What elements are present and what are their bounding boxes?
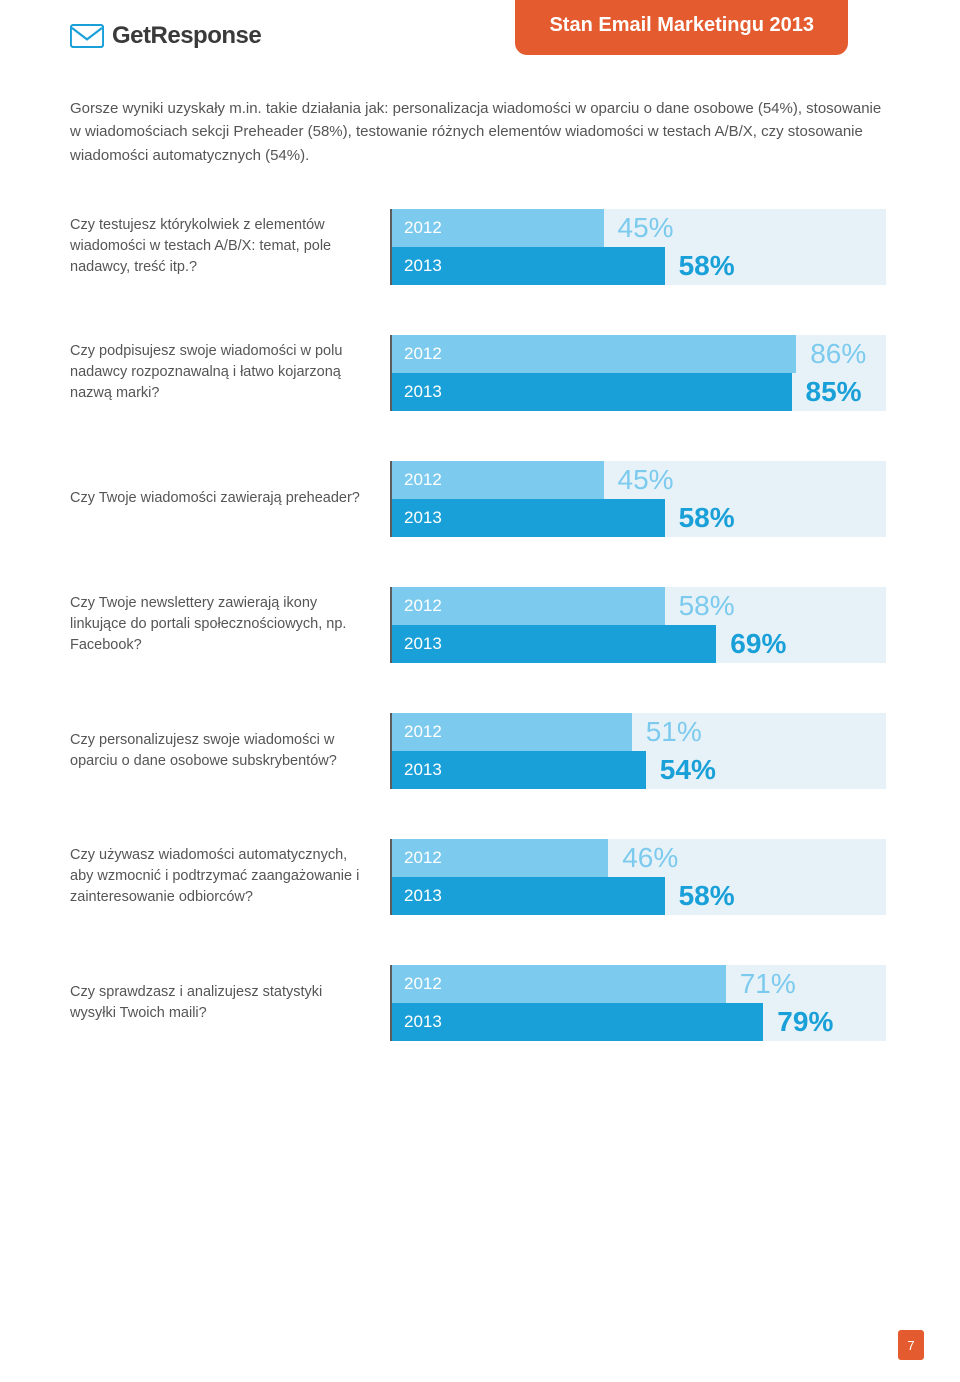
bar-2012-wrap: 2012 58% [392, 587, 890, 625]
bar-2012-wrap: 2012 45% [392, 209, 890, 247]
bar-2012: 2012 [392, 587, 665, 625]
comparison-chart: Czy testujesz którykolwiek z elementów w… [70, 209, 890, 1041]
pct-2012: 58% [679, 590, 735, 622]
bar-2012-wrap: 2012 51% [392, 713, 890, 751]
chart-row: Czy testujesz którykolwiek z elementów w… [70, 209, 890, 285]
pct-2012: 46% [622, 842, 678, 874]
intro-paragraph: Gorsze wyniki uzyskały m.in. takie dział… [70, 97, 890, 167]
pct-2012: 86% [810, 338, 866, 370]
pct-2013: 58% [679, 880, 735, 912]
pct-2012: 45% [618, 464, 674, 496]
bar-2013: 2013 [392, 877, 665, 915]
envelope-icon [70, 24, 104, 48]
bar-2013-wrap: 2013 69% [392, 625, 890, 663]
chart-row: Czy personalizujesz swoje wiadomości w o… [70, 713, 890, 789]
bar-2012: 2012 [392, 839, 608, 877]
question-text: Czy Twoje newslettery zawierają ikony li… [70, 587, 390, 663]
bar-pair: 2012 51%2013 54% [390, 713, 890, 789]
bar-2013: 2013 [392, 247, 665, 285]
chart-row: Czy Twoje newslettery zawierają ikony li… [70, 587, 890, 663]
bar-2012-wrap: 2012 46% [392, 839, 890, 877]
pct-2013: 54% [660, 754, 716, 786]
question-text: Czy personalizujesz swoje wiadomości w o… [70, 713, 390, 789]
bar-2013-wrap: 2013 58% [392, 877, 890, 915]
bar-2012-wrap: 2012 86% [392, 335, 890, 373]
pct-2013: 58% [679, 502, 735, 534]
bar-2013: 2013 [392, 625, 716, 663]
bar-2013: 2013 [392, 499, 665, 537]
bar-2012: 2012 [392, 209, 604, 247]
chart-row: Czy sprawdzasz i analizujesz statystyki … [70, 965, 890, 1041]
bar-2012: 2012 [392, 335, 796, 373]
pct-2012: 45% [618, 212, 674, 244]
chart-row: Czy Twoje wiadomości zawierają preheader… [70, 461, 890, 537]
pct-2013: 58% [679, 250, 735, 282]
bar-pair: 2012 46%2013 58% [390, 839, 890, 915]
bar-2012: 2012 [392, 461, 604, 499]
bar-pair: 2012 58%2013 69% [390, 587, 890, 663]
page-number: 7 [898, 1330, 924, 1360]
bar-2012: 2012 [392, 965, 726, 1003]
pct-2012: 71% [740, 968, 796, 1000]
question-text: Czy używasz wiadomości automatycznych, a… [70, 839, 390, 915]
bar-2013-wrap: 2013 58% [392, 499, 890, 537]
bar-2013: 2013 [392, 751, 646, 789]
bar-2013: 2013 [392, 1003, 763, 1041]
bar-2013-wrap: 2013 54% [392, 751, 890, 789]
pct-2013: 69% [730, 628, 786, 660]
bar-2013-wrap: 2013 58% [392, 247, 890, 285]
bar-pair: 2012 45%2013 58% [390, 209, 890, 285]
bar-2012-wrap: 2012 71% [392, 965, 890, 1003]
bar-2013-wrap: 2013 85% [392, 373, 890, 411]
pct-2012: 51% [646, 716, 702, 748]
bar-2013-wrap: 2013 79% [392, 1003, 890, 1041]
bar-2012: 2012 [392, 713, 632, 751]
report-title-pill: Stan Email Marketingu 2013 [513, 0, 850, 57]
bar-pair: 2012 71%2013 79% [390, 965, 890, 1041]
bar-2013: 2013 [392, 373, 792, 411]
chart-row: Czy podpisujesz swoje wiadomości w polu … [70, 335, 890, 411]
header: GetResponse Stan Email Marketingu 2013 [70, 0, 890, 57]
bar-2012-wrap: 2012 45% [392, 461, 890, 499]
question-text: Czy sprawdzasz i analizujesz statystyki … [70, 965, 390, 1041]
question-text: Czy podpisujesz swoje wiadomości w polu … [70, 335, 390, 411]
chart-row: Czy używasz wiadomości automatycznych, a… [70, 839, 890, 915]
pct-2013: 79% [777, 1006, 833, 1038]
logo-text: GetResponse [112, 22, 261, 50]
question-text: Czy testujesz którykolwiek z elementów w… [70, 209, 390, 285]
page: GetResponse Stan Email Marketingu 2013 G… [0, 0, 960, 1382]
logo: GetResponse [70, 0, 261, 50]
question-text: Czy Twoje wiadomości zawierają preheader… [70, 461, 390, 537]
pct-2013: 85% [806, 376, 862, 408]
bar-pair: 2012 86% 2013 85% [390, 335, 890, 411]
bar-pair: 2012 45%2013 58% [390, 461, 890, 537]
